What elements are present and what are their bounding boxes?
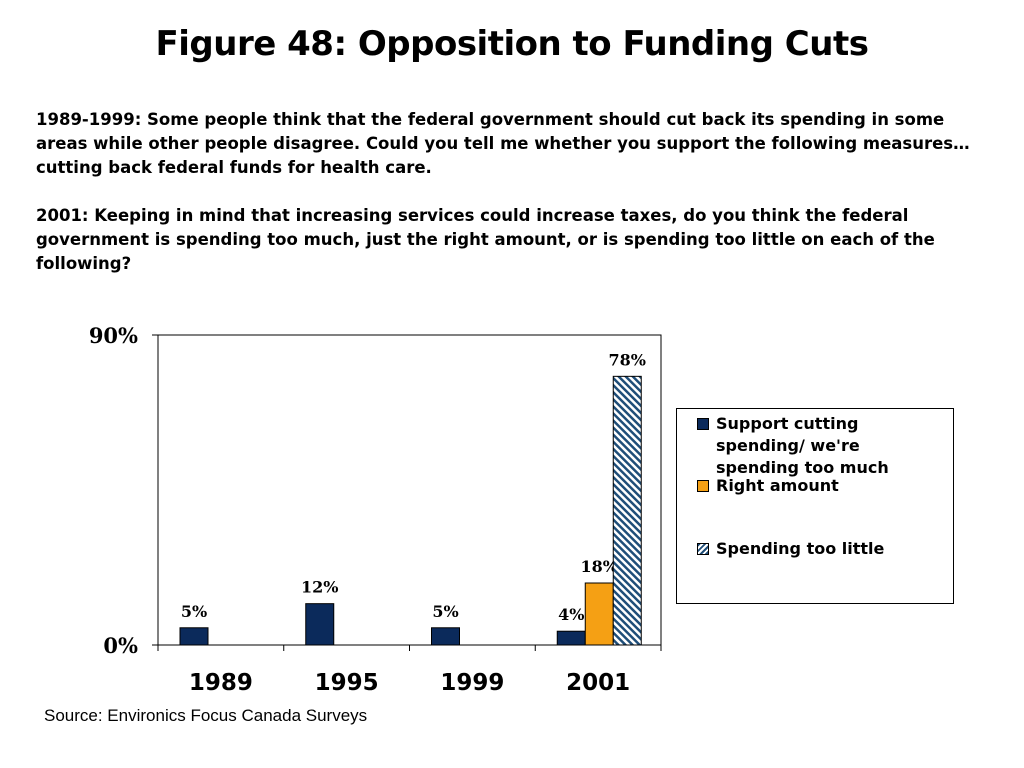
data-label-2001-2: 78% [609,350,646,369]
legend-item-right-amount: Right amount [697,475,916,497]
data-label-1989-0: 5% [181,602,207,621]
x-tick-label-1999: 1999 [440,670,504,696]
legend-swatch-right-amount [697,480,709,492]
plot-area [157,334,662,646]
chart-legend: Support cutting spending/ we're spending… [676,408,954,604]
data-label-2001-0: 4% [558,605,584,624]
question-1989-1999: 1989-1999: Some people think that the fe… [36,110,970,177]
legend-label-support-cutting: Support cutting spending/ we're spending… [716,414,889,477]
bar-spending-2001 [612,375,642,646]
bar-support-2001 [556,630,586,646]
bar-support-1995 [305,603,335,646]
legend-label-right-amount: Right amount [716,476,839,495]
legend-swatch-spending-too-little [697,543,709,555]
chart-title: Figure 48: Opposition to Funding Cuts [155,24,869,64]
question-2001: 2001: Keeping in mind that increasing se… [36,206,935,273]
bar-support-1989 [179,627,209,646]
bar-support-1999 [431,627,460,646]
data-label-2001-1: 18% [581,557,618,576]
legend-item-spending-too-little: Spending too little [697,538,916,560]
legend-item-support-cutting: Support cutting spending/ we're spending… [697,413,916,479]
x-tick-label-1995: 1995 [315,670,379,696]
legend-label-spending-too-little: Spending too little [716,539,885,558]
y-tick-label: 0% [103,633,138,658]
x-tick-label-1989: 1989 [189,670,253,696]
y-tick-label: 90% [89,323,138,348]
x-tick-label-2001: 2001 [566,670,630,696]
source-note: Source: Environics Focus Canada Surveys [44,706,368,725]
data-label-1995-0: 12% [301,578,338,597]
bar-right-2001 [584,582,614,646]
legend-swatch-support-cutting [697,418,709,430]
data-label-1999-0: 5% [432,602,458,621]
